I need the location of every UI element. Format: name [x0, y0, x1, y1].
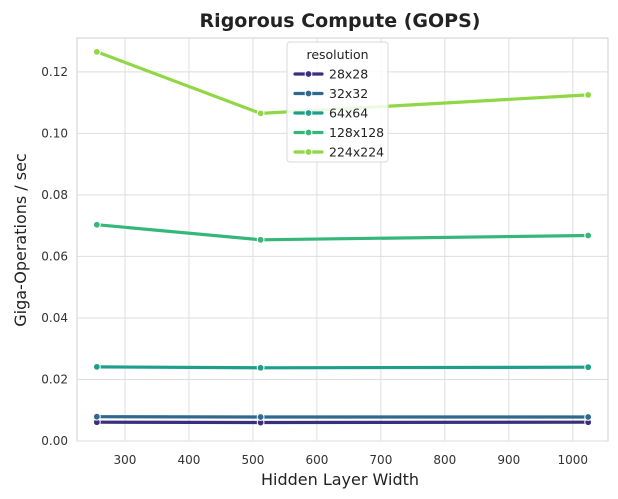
legend-marker: [304, 70, 313, 78]
series-lines: [92, 47, 593, 427]
x-tick-label: 800: [433, 453, 456, 467]
y-tick-label: 0.02: [41, 372, 68, 386]
data-point: [584, 413, 593, 421]
data-point: [92, 412, 101, 421]
x-tick-label: 700: [369, 453, 392, 467]
gridlines: [77, 38, 608, 442]
y-tick-label: 0.08: [41, 188, 68, 202]
data-point: [584, 231, 593, 240]
legend-label: 224x224: [329, 145, 384, 160]
legend-marker: [304, 128, 313, 137]
data-point: [256, 109, 265, 118]
legend-label: 32x32: [329, 86, 368, 101]
data-point: [584, 363, 593, 372]
x-tick-label: 1000: [558, 453, 589, 467]
x-tick-label: 600: [305, 453, 328, 467]
data-point: [256, 413, 265, 421]
y-tick-label: 0.10: [41, 126, 68, 140]
x-tick-label: 300: [114, 453, 137, 467]
x-tick-label: 900: [497, 453, 520, 467]
legend-marker: [304, 109, 313, 117]
data-point: [92, 220, 101, 229]
y-tick-label: 0.00: [41, 434, 68, 448]
legend-marker: [304, 89, 313, 98]
series-line: [95, 365, 590, 370]
data-point: [256, 235, 265, 244]
x-axis-label: Hidden Layer Width: [261, 470, 419, 489]
y-tick-label: 0.04: [41, 311, 68, 325]
legend-title: resolution: [306, 47, 368, 62]
legend-label: 64x64: [329, 106, 368, 121]
legend-marker: [304, 148, 313, 156]
data-point: [92, 47, 101, 56]
y-tick-label: 0.06: [41, 249, 68, 263]
y-tick-label: 0.12: [41, 65, 68, 79]
x-tick-label: 400: [178, 453, 201, 467]
data-point: [584, 91, 593, 99]
chart-title: Rigorous Compute (GOPS): [200, 10, 481, 32]
data-point: [92, 362, 101, 371]
x-tick-labels: 300 400 500 600 700 800 900 1000: [114, 453, 589, 467]
x-tick-label: 500: [241, 453, 264, 467]
y-axis-label: Giga-Operations / sec: [11, 153, 30, 327]
legend-label: 128x128: [329, 125, 384, 140]
data-point: [256, 363, 265, 372]
legend-label: 28x28: [329, 67, 368, 82]
y-tick-labels: 0.00 0.02 0.04 0.06 0.08 0.10 0.12: [41, 65, 68, 448]
legend: resolution 28x28 32x32 64x64 128x128 224x224: [286, 41, 389, 163]
